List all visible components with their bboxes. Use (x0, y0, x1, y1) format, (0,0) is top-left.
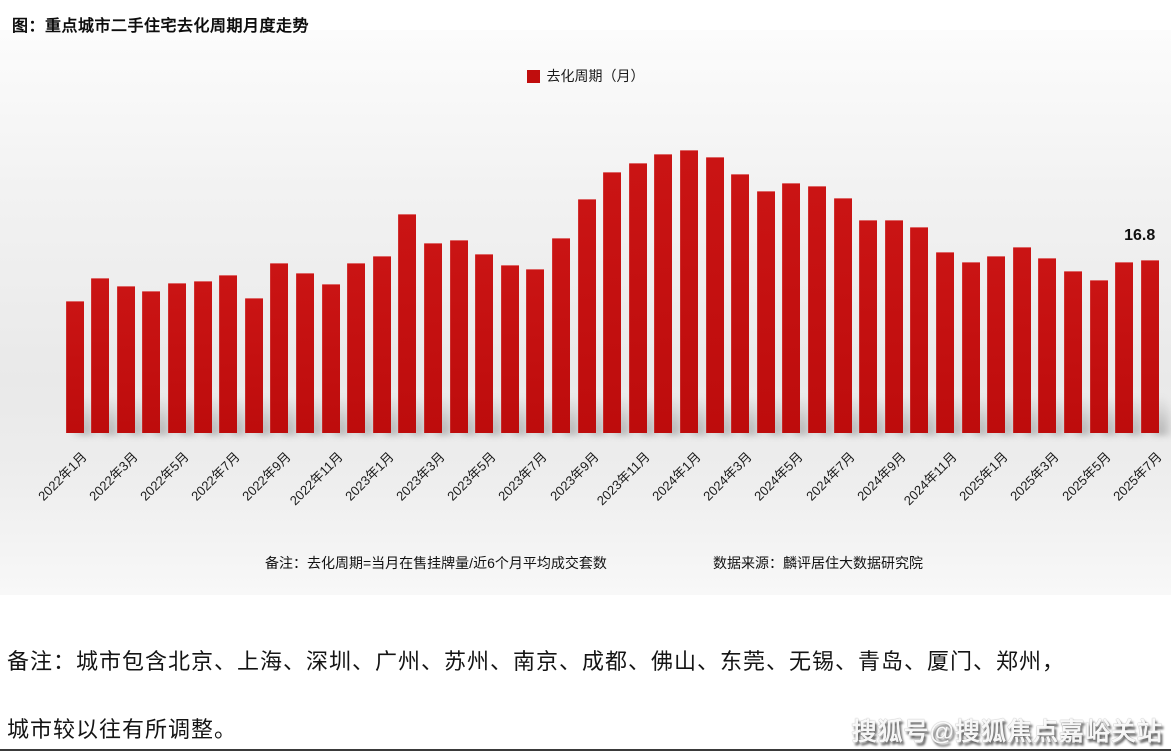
bar (603, 172, 622, 433)
x-axis-labels: 2022年1月 2022年3月 2022年5月 2022年7月 2022年9月 2022年… (0, 433, 1171, 553)
bar (1140, 260, 1159, 433)
chart-footnote: 备注：去化周期=当月在售挂牌量/近6个月平均成交套数 (265, 555, 607, 571)
bar (859, 220, 878, 433)
bar (679, 150, 698, 433)
bar (449, 240, 468, 433)
bar (347, 263, 366, 433)
last-value-label: 16.8 (1124, 227, 1156, 244)
legend-color-swatch (526, 69, 540, 83)
bar (423, 243, 442, 433)
data-source: 数据来源：麟评居住大数据研究院 (713, 555, 923, 571)
bar (500, 265, 519, 433)
bar (167, 283, 186, 433)
bar (1038, 258, 1057, 433)
bar (91, 278, 110, 433)
bottom-divider (0, 749, 1171, 751)
legend-label: 去化周期（月） (546, 68, 645, 84)
remark-line1: 备注：城市包含北京、上海、深圳、广州、苏州、南京、成都、佛山、东莞、无锡、青岛、… (7, 650, 1066, 675)
bar (219, 275, 238, 433)
bar-plot: 16.8 (65, 150, 1171, 436)
bar (1115, 262, 1134, 433)
bar (782, 183, 801, 433)
bar (244, 298, 263, 433)
bar (1012, 247, 1031, 433)
bar (551, 238, 570, 433)
bar (628, 163, 647, 433)
bar (193, 281, 212, 433)
bar (705, 157, 724, 433)
bar (961, 262, 980, 433)
bar (654, 154, 673, 433)
bar (884, 220, 903, 433)
bar (526, 269, 545, 433)
bar (65, 301, 84, 433)
bar (731, 174, 750, 433)
bar (475, 254, 494, 433)
bar (987, 256, 1006, 433)
bar (910, 227, 929, 433)
bar (577, 199, 596, 433)
watermark: 搜狐号@搜狐焦点嘉峪关站 (851, 718, 1163, 746)
bar (833, 198, 852, 433)
bar (270, 263, 289, 433)
bar (1089, 280, 1108, 433)
bar (116, 286, 135, 433)
remark-line2: 城市较以往有所调整。 (7, 718, 238, 743)
bar (295, 273, 314, 433)
bar (321, 284, 340, 433)
bar (372, 256, 391, 433)
bar (756, 191, 775, 433)
bar (1063, 271, 1082, 433)
bar (142, 291, 161, 433)
chart-title: 图：重点城市二手住宅去化周期月度走势 (12, 18, 310, 35)
legend: 去化周期（月） (0, 66, 1171, 86)
bar (807, 186, 826, 433)
bar (398, 214, 417, 433)
bar (935, 252, 954, 433)
